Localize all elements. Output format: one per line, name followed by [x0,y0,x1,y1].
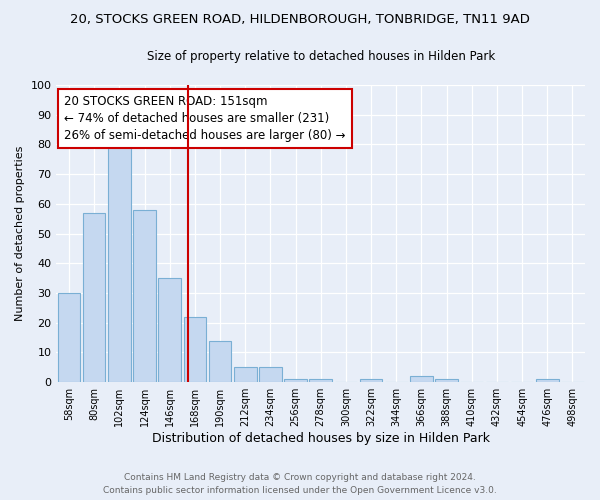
Bar [284,379,307,382]
Title: Size of property relative to detached houses in Hilden Park: Size of property relative to detached ho… [146,50,495,63]
Bar [234,368,257,382]
Bar [360,379,382,382]
Bar [536,379,559,382]
Text: Contains HM Land Registry data © Crown copyright and database right 2024.
Contai: Contains HM Land Registry data © Crown c… [103,474,497,495]
Bar [310,379,332,382]
Bar [435,379,458,382]
Y-axis label: Number of detached properties: Number of detached properties [15,146,25,322]
Bar [184,317,206,382]
Bar [209,340,232,382]
Bar [58,293,80,382]
Bar [158,278,181,382]
Bar [83,213,106,382]
Bar [410,376,433,382]
X-axis label: Distribution of detached houses by size in Hilden Park: Distribution of detached houses by size … [152,432,490,445]
Bar [133,210,156,382]
Text: 20, STOCKS GREEN ROAD, HILDENBOROUGH, TONBRIDGE, TN11 9AD: 20, STOCKS GREEN ROAD, HILDENBOROUGH, TO… [70,12,530,26]
Text: 20 STOCKS GREEN ROAD: 151sqm
← 74% of detached houses are smaller (231)
26% of s: 20 STOCKS GREEN ROAD: 151sqm ← 74% of de… [64,96,346,142]
Bar [259,368,281,382]
Bar [108,144,131,382]
